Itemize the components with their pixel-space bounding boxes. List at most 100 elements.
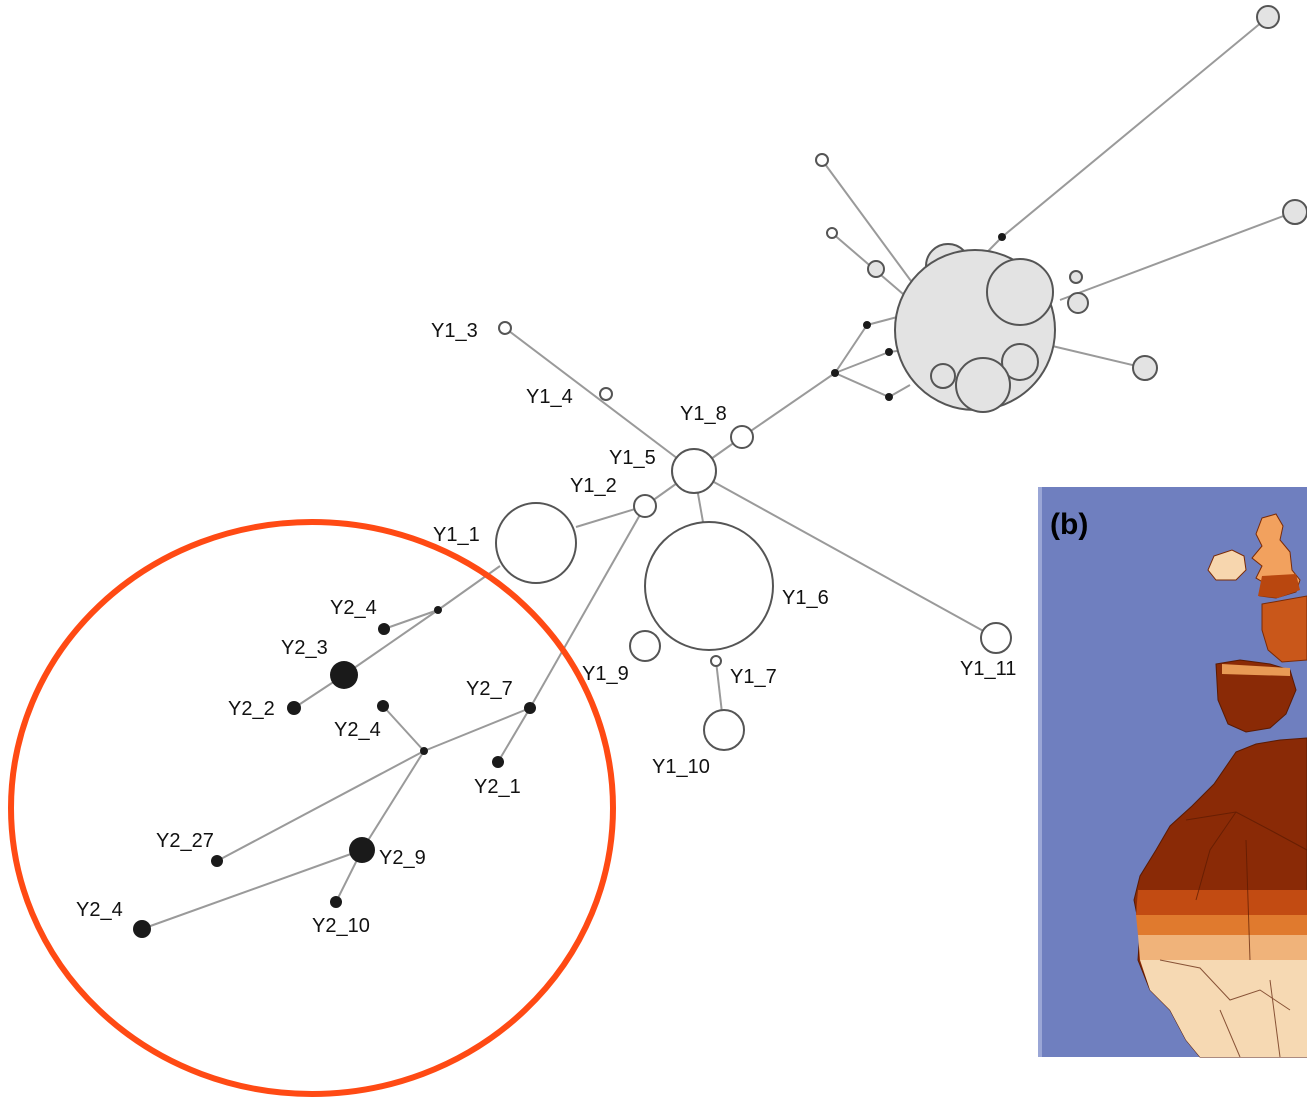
node-Y2_9[interactable] — [349, 837, 375, 863]
haplotype-node[interactable] — [815, 153, 829, 167]
edge — [361, 750, 425, 851]
y1-haplotypes — [495, 321, 1012, 751]
label-Y2_4a: Y2_4 — [330, 597, 377, 619]
label-Y2_10: Y2_10 — [312, 915, 370, 937]
median-vector — [831, 369, 839, 377]
haplotype-node[interactable] — [826, 227, 838, 239]
label-Y2_4c: Y2_4 — [76, 899, 123, 921]
label-Y2_27: Y2_27 — [156, 830, 214, 852]
label-Y1_6: Y1_6 — [782, 587, 829, 609]
haplotype-node[interactable] — [1067, 292, 1089, 314]
map-africa-band-2 — [1136, 915, 1307, 935]
haplotype-node[interactable] — [1132, 355, 1158, 381]
label-Y1_2: Y1_2 — [570, 475, 617, 497]
label-Y1_7: Y1_7 — [730, 666, 777, 688]
label-Y1_8: Y1_8 — [680, 403, 727, 425]
node-Y2_10[interactable] — [330, 896, 342, 908]
edge — [741, 372, 836, 438]
map-africa-band-4 — [1140, 960, 1307, 1057]
label-Y2_2: Y2_2 — [228, 698, 275, 720]
map-france — [1261, 595, 1307, 663]
map-iberia-north — [1222, 664, 1290, 676]
edge — [504, 327, 695, 472]
label-Y1_10: Y1_10 — [652, 756, 710, 778]
edge — [834, 372, 890, 398]
edge — [575, 505, 646, 528]
node-Y1_5[interactable] — [671, 448, 717, 494]
median-vectors — [420, 233, 1006, 755]
haplotype-node[interactable] — [867, 260, 885, 278]
label-Y1_3: Y1_3 — [431, 320, 478, 342]
y2-haplotypes — [133, 623, 536, 938]
haplotype-node[interactable] — [1282, 199, 1307, 225]
map-britain-south — [1258, 574, 1300, 598]
node-Y2_2[interactable] — [287, 701, 301, 715]
node-Y2_4c[interactable] — [133, 920, 151, 938]
label-Y1_11: Y1_11 — [960, 658, 1016, 680]
edge — [423, 707, 531, 752]
edge — [382, 705, 425, 752]
node-Y2_3[interactable] — [330, 661, 358, 689]
map-frame-left — [1038, 487, 1042, 1057]
edge — [141, 849, 363, 930]
haplotype-node[interactable] — [1256, 5, 1280, 29]
edge — [1059, 211, 1295, 301]
node-Y1_3[interactable] — [498, 321, 512, 335]
edge — [834, 324, 868, 374]
node-Y1_6[interactable] — [644, 521, 774, 651]
haplotype-node[interactable] — [955, 357, 1011, 413]
node-labels: Y1_3 Y1_4 Y1_8 Y1_5 Y1_2 Y1_1 Y1_6 Y1_9 … — [76, 320, 1016, 937]
haplotype-node[interactable] — [930, 363, 956, 389]
haplotype-node[interactable] — [1001, 343, 1039, 381]
edge — [343, 609, 439, 676]
edge — [216, 750, 425, 862]
node-Y1_9[interactable] — [629, 630, 661, 662]
map-iberia — [1215, 659, 1297, 733]
edge — [437, 565, 501, 611]
y2-highlight-ring — [8, 519, 616, 1097]
label-Y1_4: Y1_4 — [526, 386, 573, 408]
edge — [1001, 16, 1269, 238]
node-Y1_8[interactable] — [730, 425, 754, 449]
unlabeled-haplotype-cluster — [815, 5, 1307, 413]
node-Y1_10[interactable] — [703, 709, 745, 751]
label-Y1_1: Y1_1 — [433, 524, 480, 546]
node-Y2_27[interactable] — [211, 855, 223, 867]
edge — [529, 505, 646, 709]
median-vector — [885, 348, 893, 356]
median-vector — [420, 747, 428, 755]
node-Y1_11[interactable] — [980, 622, 1012, 654]
label-Y2_1: Y2_1 — [474, 776, 521, 798]
edge — [693, 470, 997, 639]
node-Y1_4[interactable] — [599, 387, 613, 401]
edge — [1047, 344, 1146, 369]
node-Y2_1[interactable] — [492, 756, 504, 768]
map-panel: (b) — [1038, 487, 1307, 1058]
label-Y1_5: Y1_5 — [609, 447, 656, 469]
node-Y2_7[interactable] — [524, 702, 536, 714]
label-Y1_9: Y1_9 — [582, 663, 629, 685]
node-Y2_4b[interactable] — [377, 700, 389, 712]
median-vector — [434, 606, 442, 614]
haplotype-node[interactable] — [986, 258, 1054, 326]
panel-label: (b) — [1050, 508, 1088, 541]
haplotype-node[interactable] — [1069, 270, 1083, 284]
edge — [821, 159, 926, 301]
map-ireland — [1207, 549, 1247, 581]
map-africa-band-3 — [1138, 935, 1307, 960]
edge — [497, 707, 531, 763]
median-vector — [885, 393, 893, 401]
node-Y2_4a[interactable] — [378, 623, 390, 635]
edge — [383, 609, 439, 630]
node-Y1_2[interactable] — [633, 494, 657, 518]
node-Y1_7[interactable] — [710, 655, 722, 667]
map-borders — [1159, 811, 1307, 1058]
label-Y2_9: Y2_9 — [379, 847, 426, 869]
node-Y1_1[interactable] — [495, 502, 577, 584]
edge — [834, 351, 890, 374]
map-africa-band-1 — [1136, 890, 1307, 915]
label-Y2_4b: Y2_4 — [334, 719, 381, 741]
label-Y2_3: Y2_3 — [281, 637, 328, 659]
